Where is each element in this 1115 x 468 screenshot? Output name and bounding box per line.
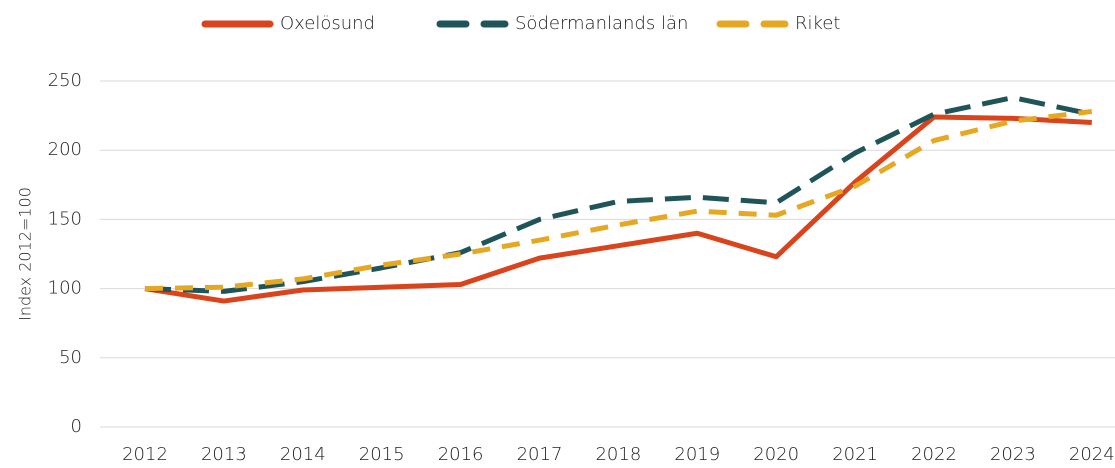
series-line [144, 95, 1093, 294]
series-line [144, 114, 1092, 304]
x-tick-label: 2022 [911, 444, 957, 465]
y-axis-label: Index 2012=100 [16, 187, 35, 321]
x-tick-label: 2012 [122, 444, 168, 465]
y-tick-label: 50 [59, 347, 82, 368]
x-tick-label: 2024 [1069, 444, 1115, 465]
y-tick-label: 150 [48, 208, 82, 229]
series-line [144, 108, 1093, 292]
y-tick-label: 200 [48, 139, 82, 160]
x-tick-label: 2023 [990, 444, 1036, 465]
y-tick-label: 0 [71, 416, 82, 437]
x-tick-label: 2017 [517, 444, 563, 465]
legend-label: Södermanlands län [515, 13, 688, 34]
x-tick-label: 2016 [438, 444, 484, 465]
x-tick-label: 2014 [280, 444, 326, 465]
legend-label: Oxelösund [280, 13, 375, 34]
x-tick-label: 2020 [753, 444, 799, 465]
legend-label: Riket [795, 13, 840, 34]
x-tick-label: 2015 [359, 444, 405, 465]
y-tick-label: 100 [48, 278, 82, 299]
x-tick-label: 2019 [674, 444, 720, 465]
x-tick-label: 2013 [201, 444, 247, 465]
x-tick-label: 2018 [595, 444, 641, 465]
y-tick-label: 250 [48, 70, 82, 91]
x-tick-label: 2021 [832, 444, 878, 465]
